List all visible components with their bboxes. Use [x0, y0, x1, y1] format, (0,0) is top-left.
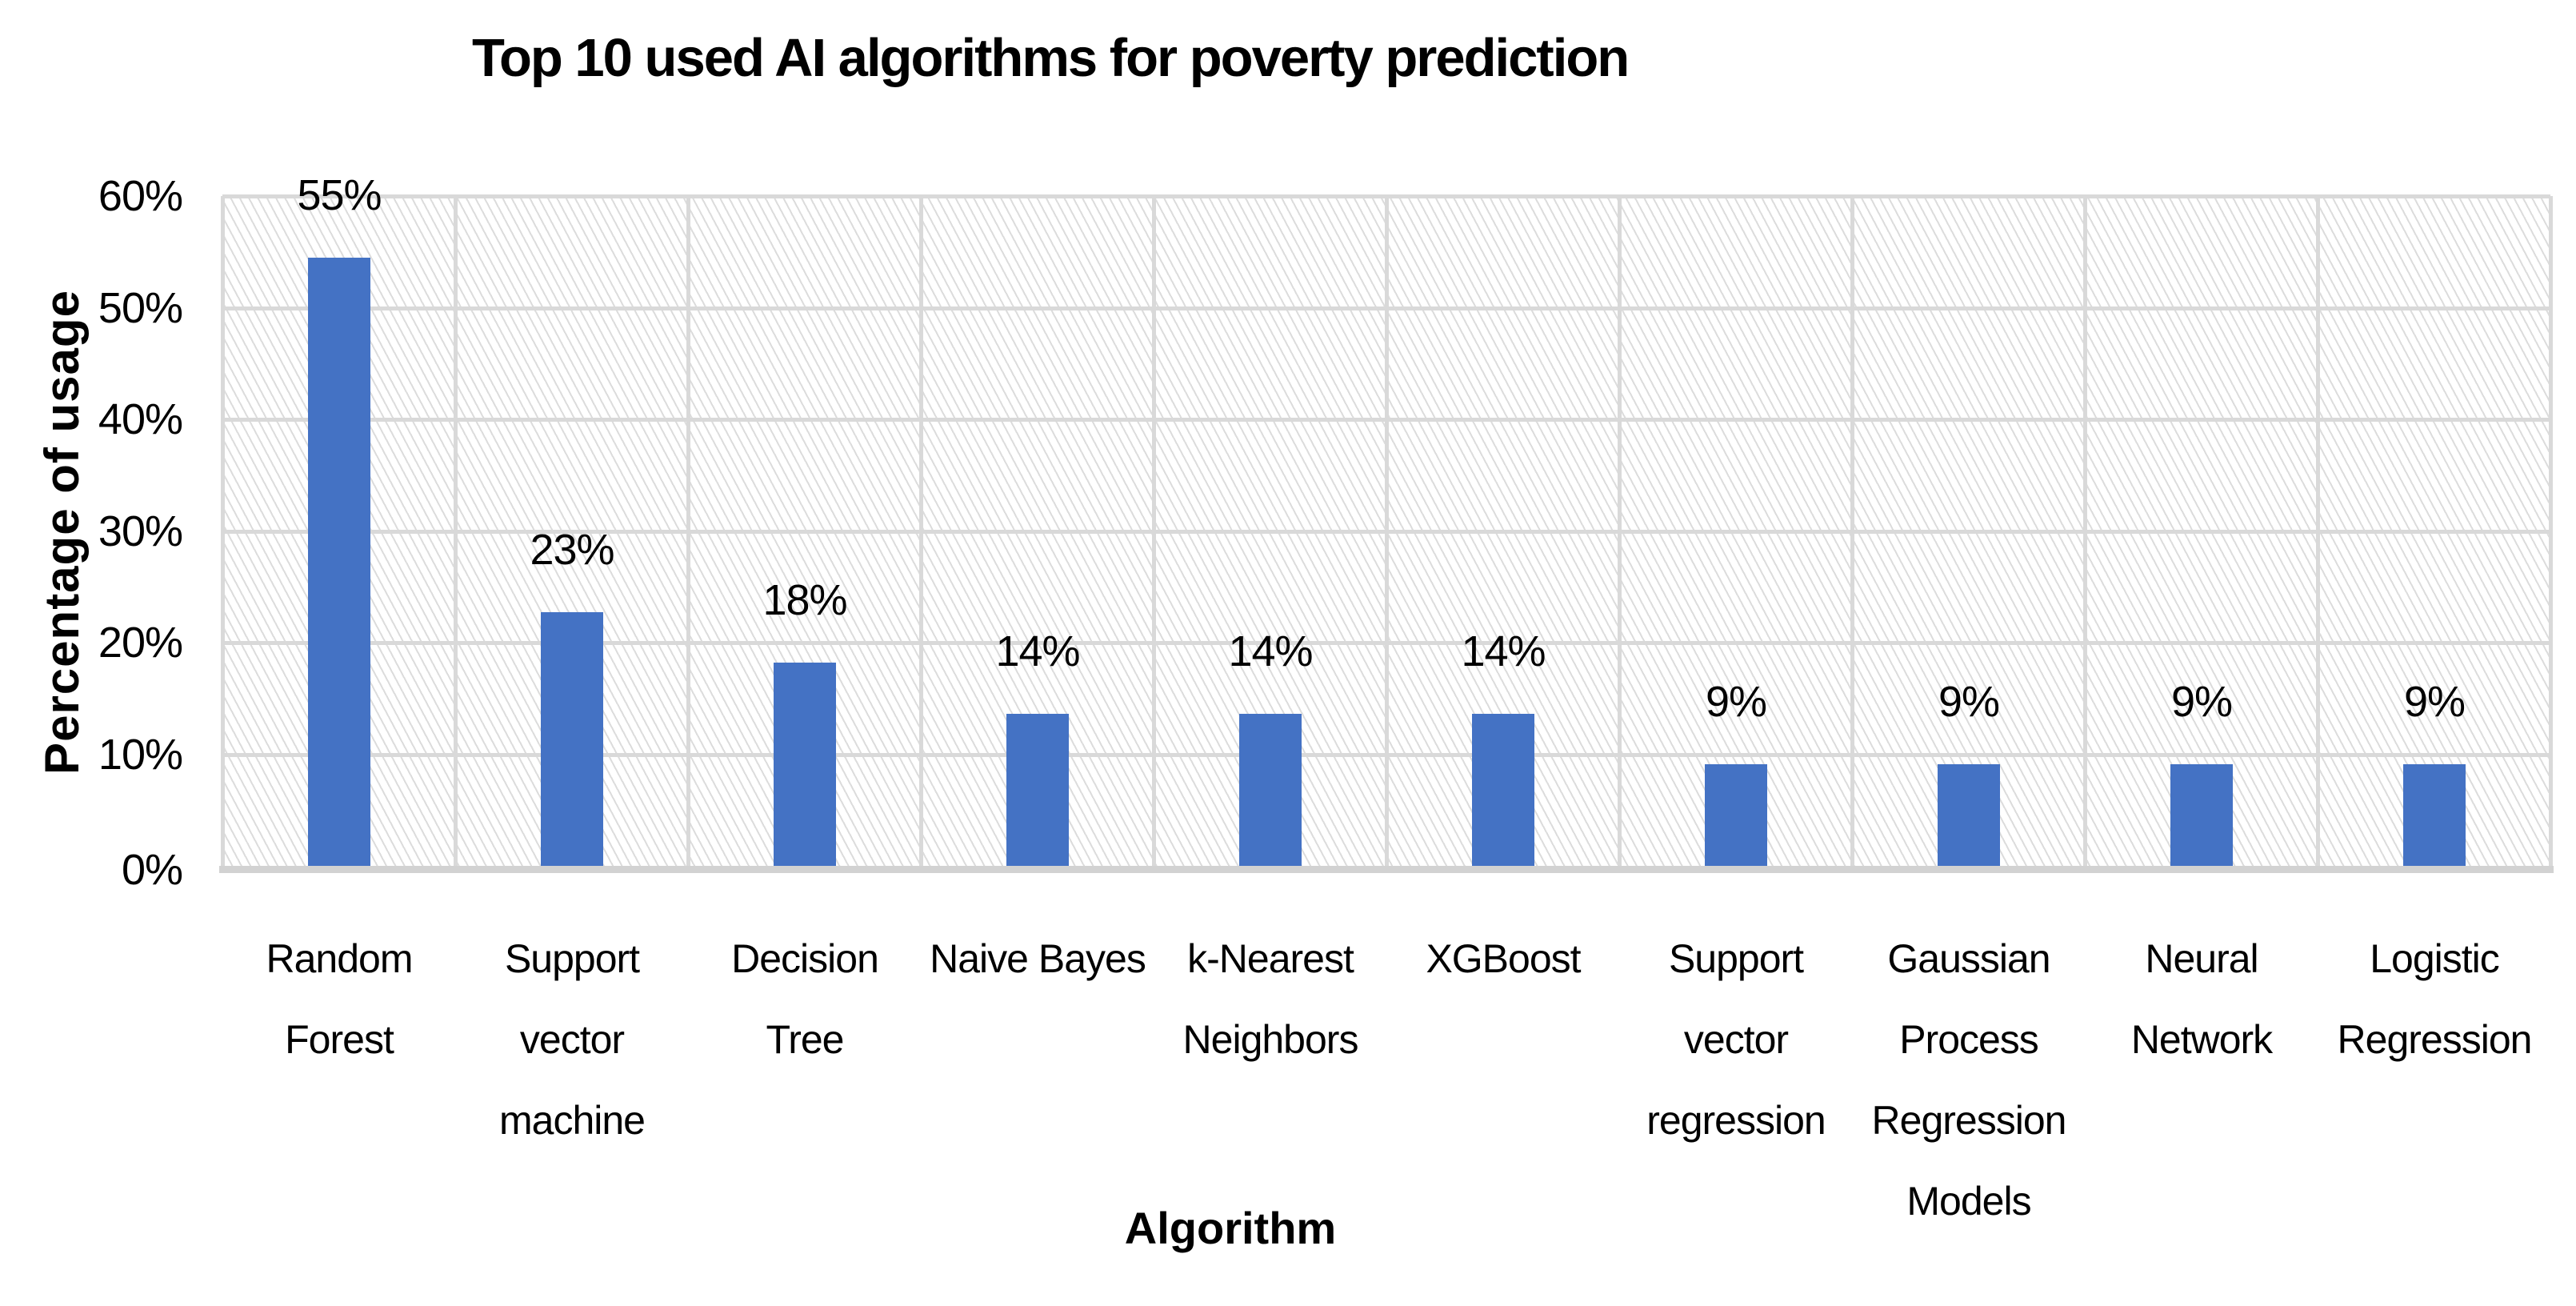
y-tick-label-0: 0% — [121, 846, 183, 894]
gridline-vertical — [1850, 196, 1854, 866]
chart-title: Top 10 used AI algorithms for poverty pr… — [472, 28, 1630, 88]
y-tick-label-30: 30% — [98, 507, 183, 555]
gridline-vertical — [2316, 196, 2320, 866]
category-label-decision-tree: Decision Tree — [693, 919, 917, 1080]
category-label-line: Models — [1906, 1179, 2031, 1224]
x-axis-title: Algorithm — [1124, 1203, 1337, 1253]
bar-xgboost — [1472, 714, 1534, 867]
bar-gaussian-process-regression-models — [1938, 764, 2000, 867]
data-label-k-nearest-neighbors: 14% — [1228, 627, 1313, 675]
data-label-xgboost: 14% — [1461, 627, 1546, 675]
category-label-line: Neighbors — [1182, 1017, 1359, 1062]
category-label-line: Support — [504, 936, 640, 981]
gridline-vertical — [221, 196, 225, 866]
gridline-vertical — [1385, 196, 1389, 866]
category-label-line: vector — [1683, 1017, 1789, 1062]
y-tick-label-40: 40% — [98, 395, 183, 443]
gridline-vertical — [686, 196, 690, 866]
y-tick-label-60: 60% — [98, 172, 183, 220]
category-label-line: XGBoost — [1426, 936, 1581, 981]
data-label-support-vector-machine: 23% — [530, 526, 614, 574]
category-label-neural-network: Neural Network — [2090, 919, 2314, 1080]
category-label-gaussian-process-regression-models: Gaussian Process Regression Models — [1857, 919, 2081, 1242]
category-label-line: Naive Bayes — [930, 936, 1146, 981]
category-label-line: Logistic — [2370, 936, 2500, 981]
bar-logistic-regression — [2403, 764, 2466, 867]
category-label-line: Process — [1899, 1017, 2039, 1062]
bar-random-forest — [308, 258, 370, 867]
data-label-logistic-regression: 9% — [2403, 678, 2466, 726]
category-label-support-vector-regression: Support vector regression — [1624, 919, 1848, 1161]
gridline-vertical — [919, 196, 923, 866]
gridline-vertical — [2083, 196, 2087, 866]
category-label-line: regression — [1646, 1098, 1826, 1143]
bar-support-vector-machine — [541, 612, 603, 867]
category-label-line: machine — [499, 1098, 646, 1143]
data-label-gaussian-process-regression-models: 9% — [1938, 678, 2000, 726]
bar-k-nearest-neighbors — [1239, 714, 1302, 867]
category-label-line: Regression — [1871, 1098, 2067, 1143]
bar-decision-tree — [774, 663, 836, 867]
data-label-random-forest: 55% — [297, 171, 382, 219]
y-tick-label-50: 50% — [98, 283, 183, 332]
category-label-line: vector — [519, 1017, 625, 1062]
gridline-vertical — [2549, 196, 2553, 866]
category-label-line: Random — [266, 936, 414, 981]
bar-support-vector-regression — [1705, 764, 1767, 867]
data-label-support-vector-regression: 9% — [1705, 678, 1767, 726]
category-label-line: Forest — [285, 1017, 394, 1062]
category-label-logistic-regression: Logistic Regression — [2322, 919, 2546, 1080]
y-tick-label-10: 10% — [98, 730, 183, 779]
category-label-support-vector-machine: Support vector machine — [460, 919, 684, 1161]
data-label-neural-network: 9% — [2170, 678, 2233, 726]
bar-naive-bayes — [1006, 714, 1069, 867]
category-label-random-forest: Random Forest — [227, 919, 451, 1080]
category-label-line: k-Nearest — [1187, 936, 1354, 981]
category-label-naive-bayes: Naive Bayes — [926, 919, 1150, 1000]
y-tick-label-20: 20% — [98, 619, 183, 667]
category-label-line: Neural — [2145, 936, 2258, 981]
category-label-line: Regression — [2337, 1017, 2533, 1062]
category-label-k-nearest-neighbors: k-Nearest Neighbors — [1158, 919, 1382, 1080]
x-axis-line — [219, 866, 2554, 873]
category-label-line: Decision — [731, 936, 879, 981]
gridline-vertical — [454, 196, 458, 866]
data-label-naive-bayes: 14% — [995, 627, 1080, 675]
category-label-line: Gaussian — [1887, 936, 2050, 981]
category-label-line: Support — [1668, 936, 1804, 981]
category-label-xgboost: XGBoost — [1391, 919, 1615, 1000]
bar-neural-network — [2170, 764, 2233, 867]
category-label-line: Network — [2130, 1017, 2273, 1062]
data-label-decision-tree: 18% — [762, 576, 847, 624]
gridline-vertical — [1618, 196, 1622, 866]
category-label-line: Tree — [766, 1017, 845, 1062]
gridline-vertical — [1152, 196, 1156, 866]
